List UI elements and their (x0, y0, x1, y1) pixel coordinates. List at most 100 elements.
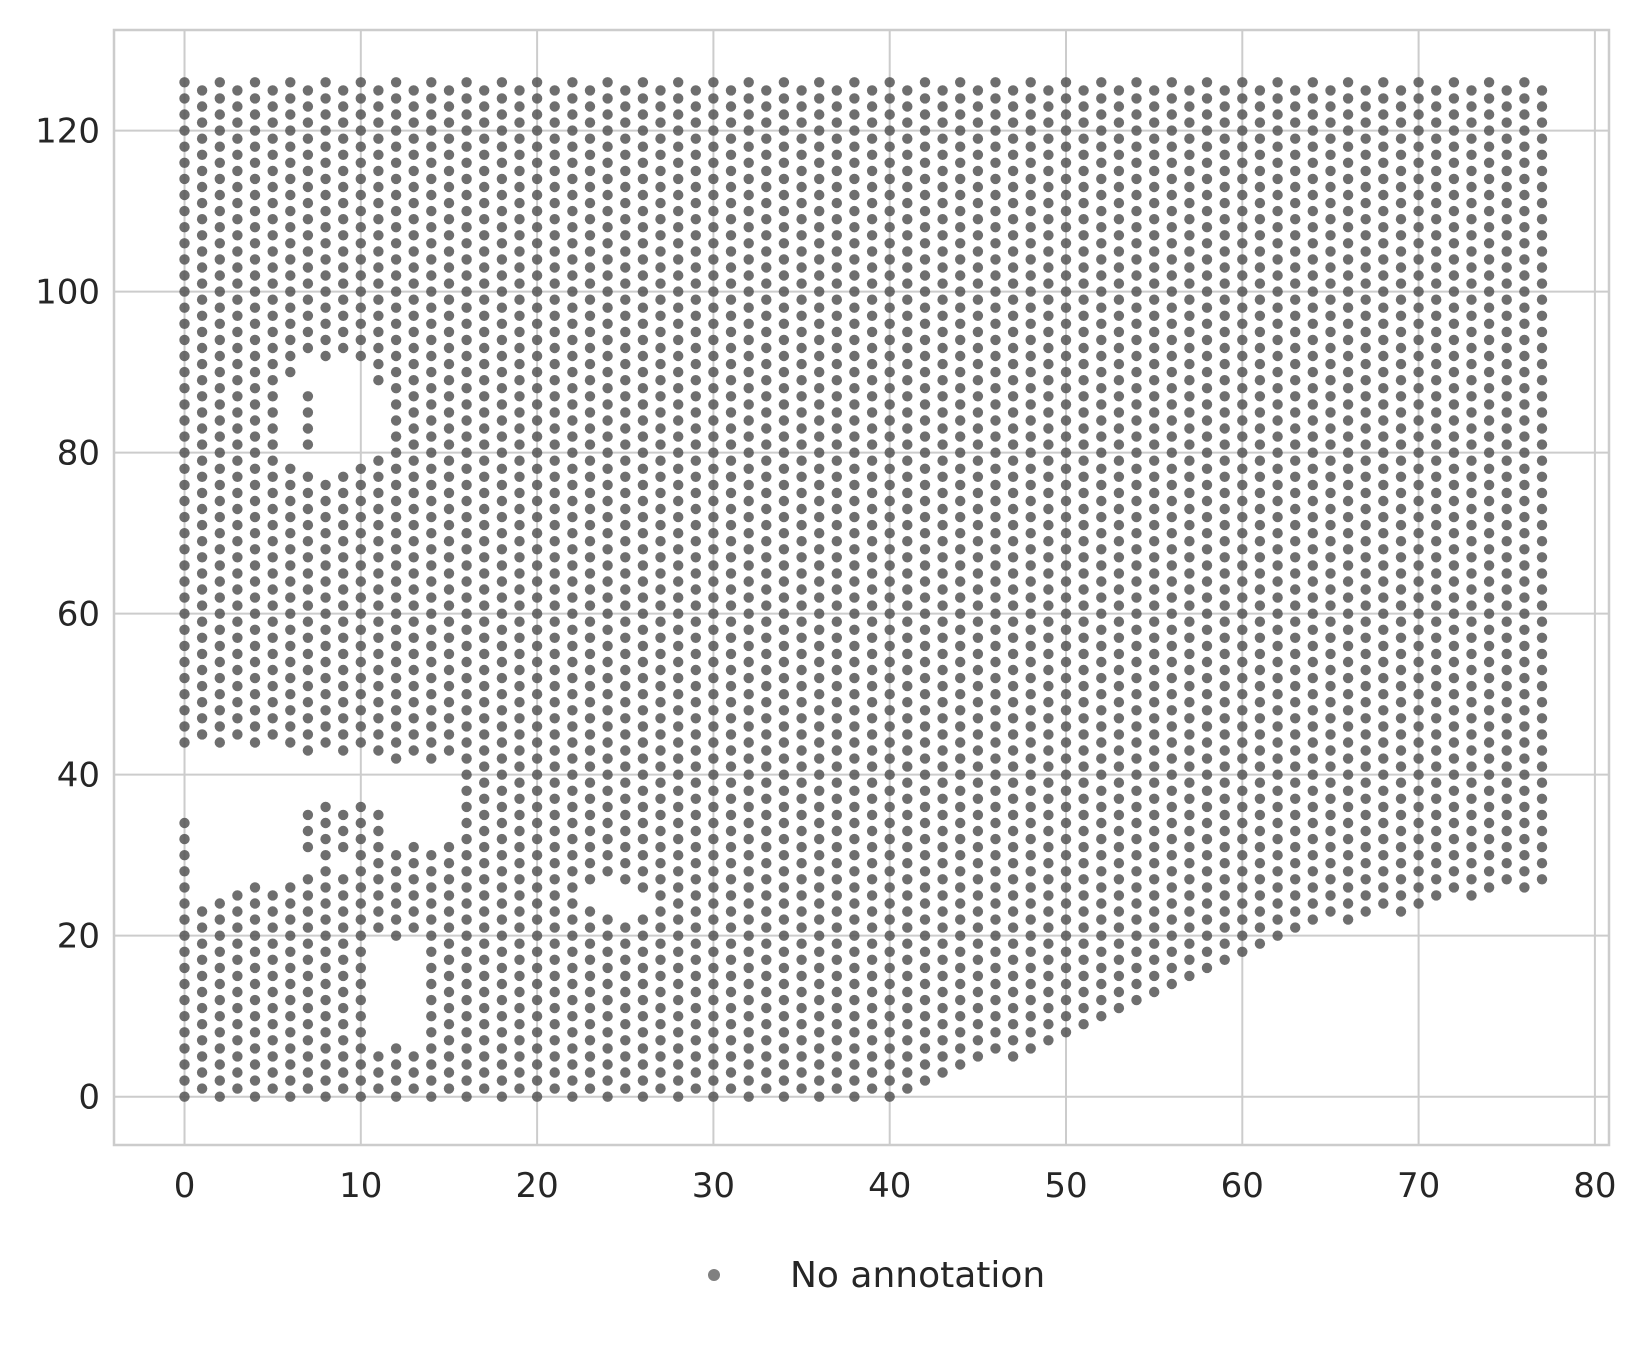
data-point (1325, 85, 1336, 96)
data-point (549, 503, 560, 515)
data-point (1007, 117, 1019, 128)
data-point (972, 246, 984, 257)
data-point (479, 455, 490, 466)
data-point (972, 584, 984, 595)
data-point (708, 946, 719, 957)
data-point (285, 898, 296, 909)
data-point (1113, 262, 1125, 273)
data-point (1448, 463, 1460, 474)
data-point (655, 375, 666, 386)
data-point (1290, 165, 1301, 177)
data-point (1007, 487, 1019, 499)
data-point (1413, 270, 1424, 281)
data-point (390, 672, 402, 684)
data-point (549, 552, 560, 563)
data-point (778, 962, 790, 974)
data-point (690, 761, 701, 772)
data-point (549, 149, 560, 160)
data-point (866, 616, 878, 627)
data-point (320, 737, 331, 748)
data-point (1201, 801, 1213, 813)
data-point (1219, 536, 1230, 547)
data-point (549, 954, 560, 965)
data-point (567, 801, 578, 813)
data-point (1096, 366, 1107, 378)
data-point (1519, 769, 1530, 780)
data-point (1342, 141, 1354, 152)
data-point (1043, 922, 1054, 933)
data-point (655, 954, 666, 965)
data-point (567, 785, 578, 796)
data-point (655, 874, 666, 885)
data-point (1519, 431, 1530, 442)
data-point (761, 326, 772, 338)
data-point (1431, 471, 1442, 482)
data-point (214, 1027, 225, 1038)
data-point (849, 254, 860, 265)
data-point (285, 962, 296, 974)
data-point (655, 922, 666, 933)
data-point (496, 447, 508, 458)
data-point (567, 608, 578, 619)
data-point (514, 922, 525, 933)
data-point (637, 705, 649, 716)
data-point (373, 149, 384, 160)
data-point (831, 745, 842, 756)
data-point (690, 648, 701, 660)
data-point (1219, 777, 1230, 788)
data-point (1501, 777, 1512, 788)
data-point (814, 833, 825, 845)
data-point (1131, 866, 1142, 877)
data-point (1060, 189, 1072, 201)
data-point (990, 173, 1001, 185)
data-point (796, 970, 807, 982)
data-point (1131, 737, 1142, 748)
data-point (972, 600, 984, 611)
data-point (355, 689, 366, 700)
data-point (1395, 487, 1407, 499)
data-point (426, 930, 437, 941)
data-point (426, 205, 437, 217)
data-point (1025, 415, 1036, 426)
data-point (496, 560, 508, 571)
data-point (567, 705, 578, 716)
data-point (338, 181, 349, 193)
data-point (1360, 133, 1371, 144)
data-point (232, 101, 243, 112)
data-point (355, 801, 366, 813)
data-point (549, 101, 560, 112)
data-point (285, 334, 296, 346)
data-point (355, 576, 366, 587)
data-point (373, 326, 384, 338)
data-point (708, 833, 719, 845)
data-point (1536, 423, 1548, 434)
data-point (179, 592, 190, 603)
data-point (320, 93, 331, 104)
data-point (866, 181, 878, 193)
data-point (302, 1051, 314, 1062)
data-point (214, 656, 225, 668)
data-point (249, 528, 261, 539)
data-point (179, 624, 190, 635)
data-point (1536, 825, 1548, 837)
data-point (972, 793, 984, 804)
data-point (1043, 713, 1054, 724)
data-point (1272, 270, 1283, 281)
data-point (725, 1083, 737, 1094)
data-point (1360, 342, 1371, 354)
data-point (902, 278, 913, 289)
data-point (320, 866, 331, 877)
data-point (479, 697, 490, 708)
data-point (373, 616, 384, 627)
data-point (584, 664, 596, 676)
data-point (1149, 423, 1160, 434)
data-point (1342, 656, 1354, 668)
data-point (1078, 858, 1089, 869)
data-point (655, 632, 666, 643)
data-point (708, 399, 719, 410)
data-point (849, 866, 860, 877)
data-point (1113, 519, 1125, 531)
data-point (1342, 560, 1354, 571)
data-point (1272, 769, 1283, 780)
data-point (602, 1011, 613, 1022)
